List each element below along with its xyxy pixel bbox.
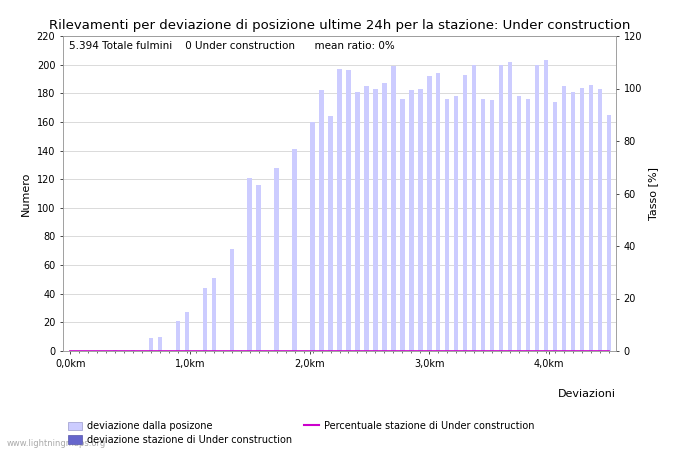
Bar [202,288,207,351]
Bar [517,96,522,351]
Legend: deviazione dalla posizone, deviazione stazione di Under construction, Percentual: deviazione dalla posizone, deviazione st… [68,421,534,445]
Bar [382,83,386,351]
Bar [409,90,414,351]
Bar [553,102,557,351]
Bar [346,70,351,351]
Bar [561,86,566,351]
Title: Rilevamenti per deviazione di posizione ultime 24h per la stazione: Under constr: Rilevamenti per deviazione di posizione … [49,19,630,32]
Bar [472,65,477,351]
Bar [481,99,485,351]
Bar [544,60,548,351]
Bar [436,73,440,351]
Bar [230,249,234,351]
Bar [499,65,503,351]
Bar [158,337,162,351]
Bar [293,149,297,351]
Bar [364,86,369,351]
Y-axis label: Tasso [%]: Tasso [%] [648,167,658,220]
Bar [319,90,324,351]
Bar [310,122,315,351]
Bar [418,89,423,351]
Bar [427,76,431,351]
Bar [589,85,593,351]
Bar [328,116,332,351]
Bar [211,278,216,351]
Bar [463,75,468,351]
Bar [400,99,405,351]
Text: Deviazioni: Deviazioni [558,389,616,399]
Bar [535,65,539,351]
Bar [373,89,378,351]
Bar [570,92,575,351]
Bar [131,350,135,351]
Bar [176,321,180,351]
Bar [454,96,458,351]
Bar [445,99,449,351]
Bar [391,66,395,351]
Bar [508,62,512,351]
Bar [248,178,252,351]
Bar [355,92,360,351]
Bar [185,312,189,351]
Bar [598,89,602,351]
Text: www.lightningmaps.org: www.lightningmaps.org [7,439,106,448]
Bar [148,338,153,351]
Bar [526,99,531,351]
Bar [256,185,261,351]
Bar [607,115,611,351]
Bar [274,168,279,351]
Bar [113,350,118,351]
Y-axis label: Numero: Numero [21,171,32,216]
Bar [337,69,342,351]
Bar [490,100,494,351]
Bar [580,88,584,351]
Text: 5.394 Totale fulmini    0 Under construction      mean ratio: 0%: 5.394 Totale fulmini 0 Under constructio… [69,41,394,51]
